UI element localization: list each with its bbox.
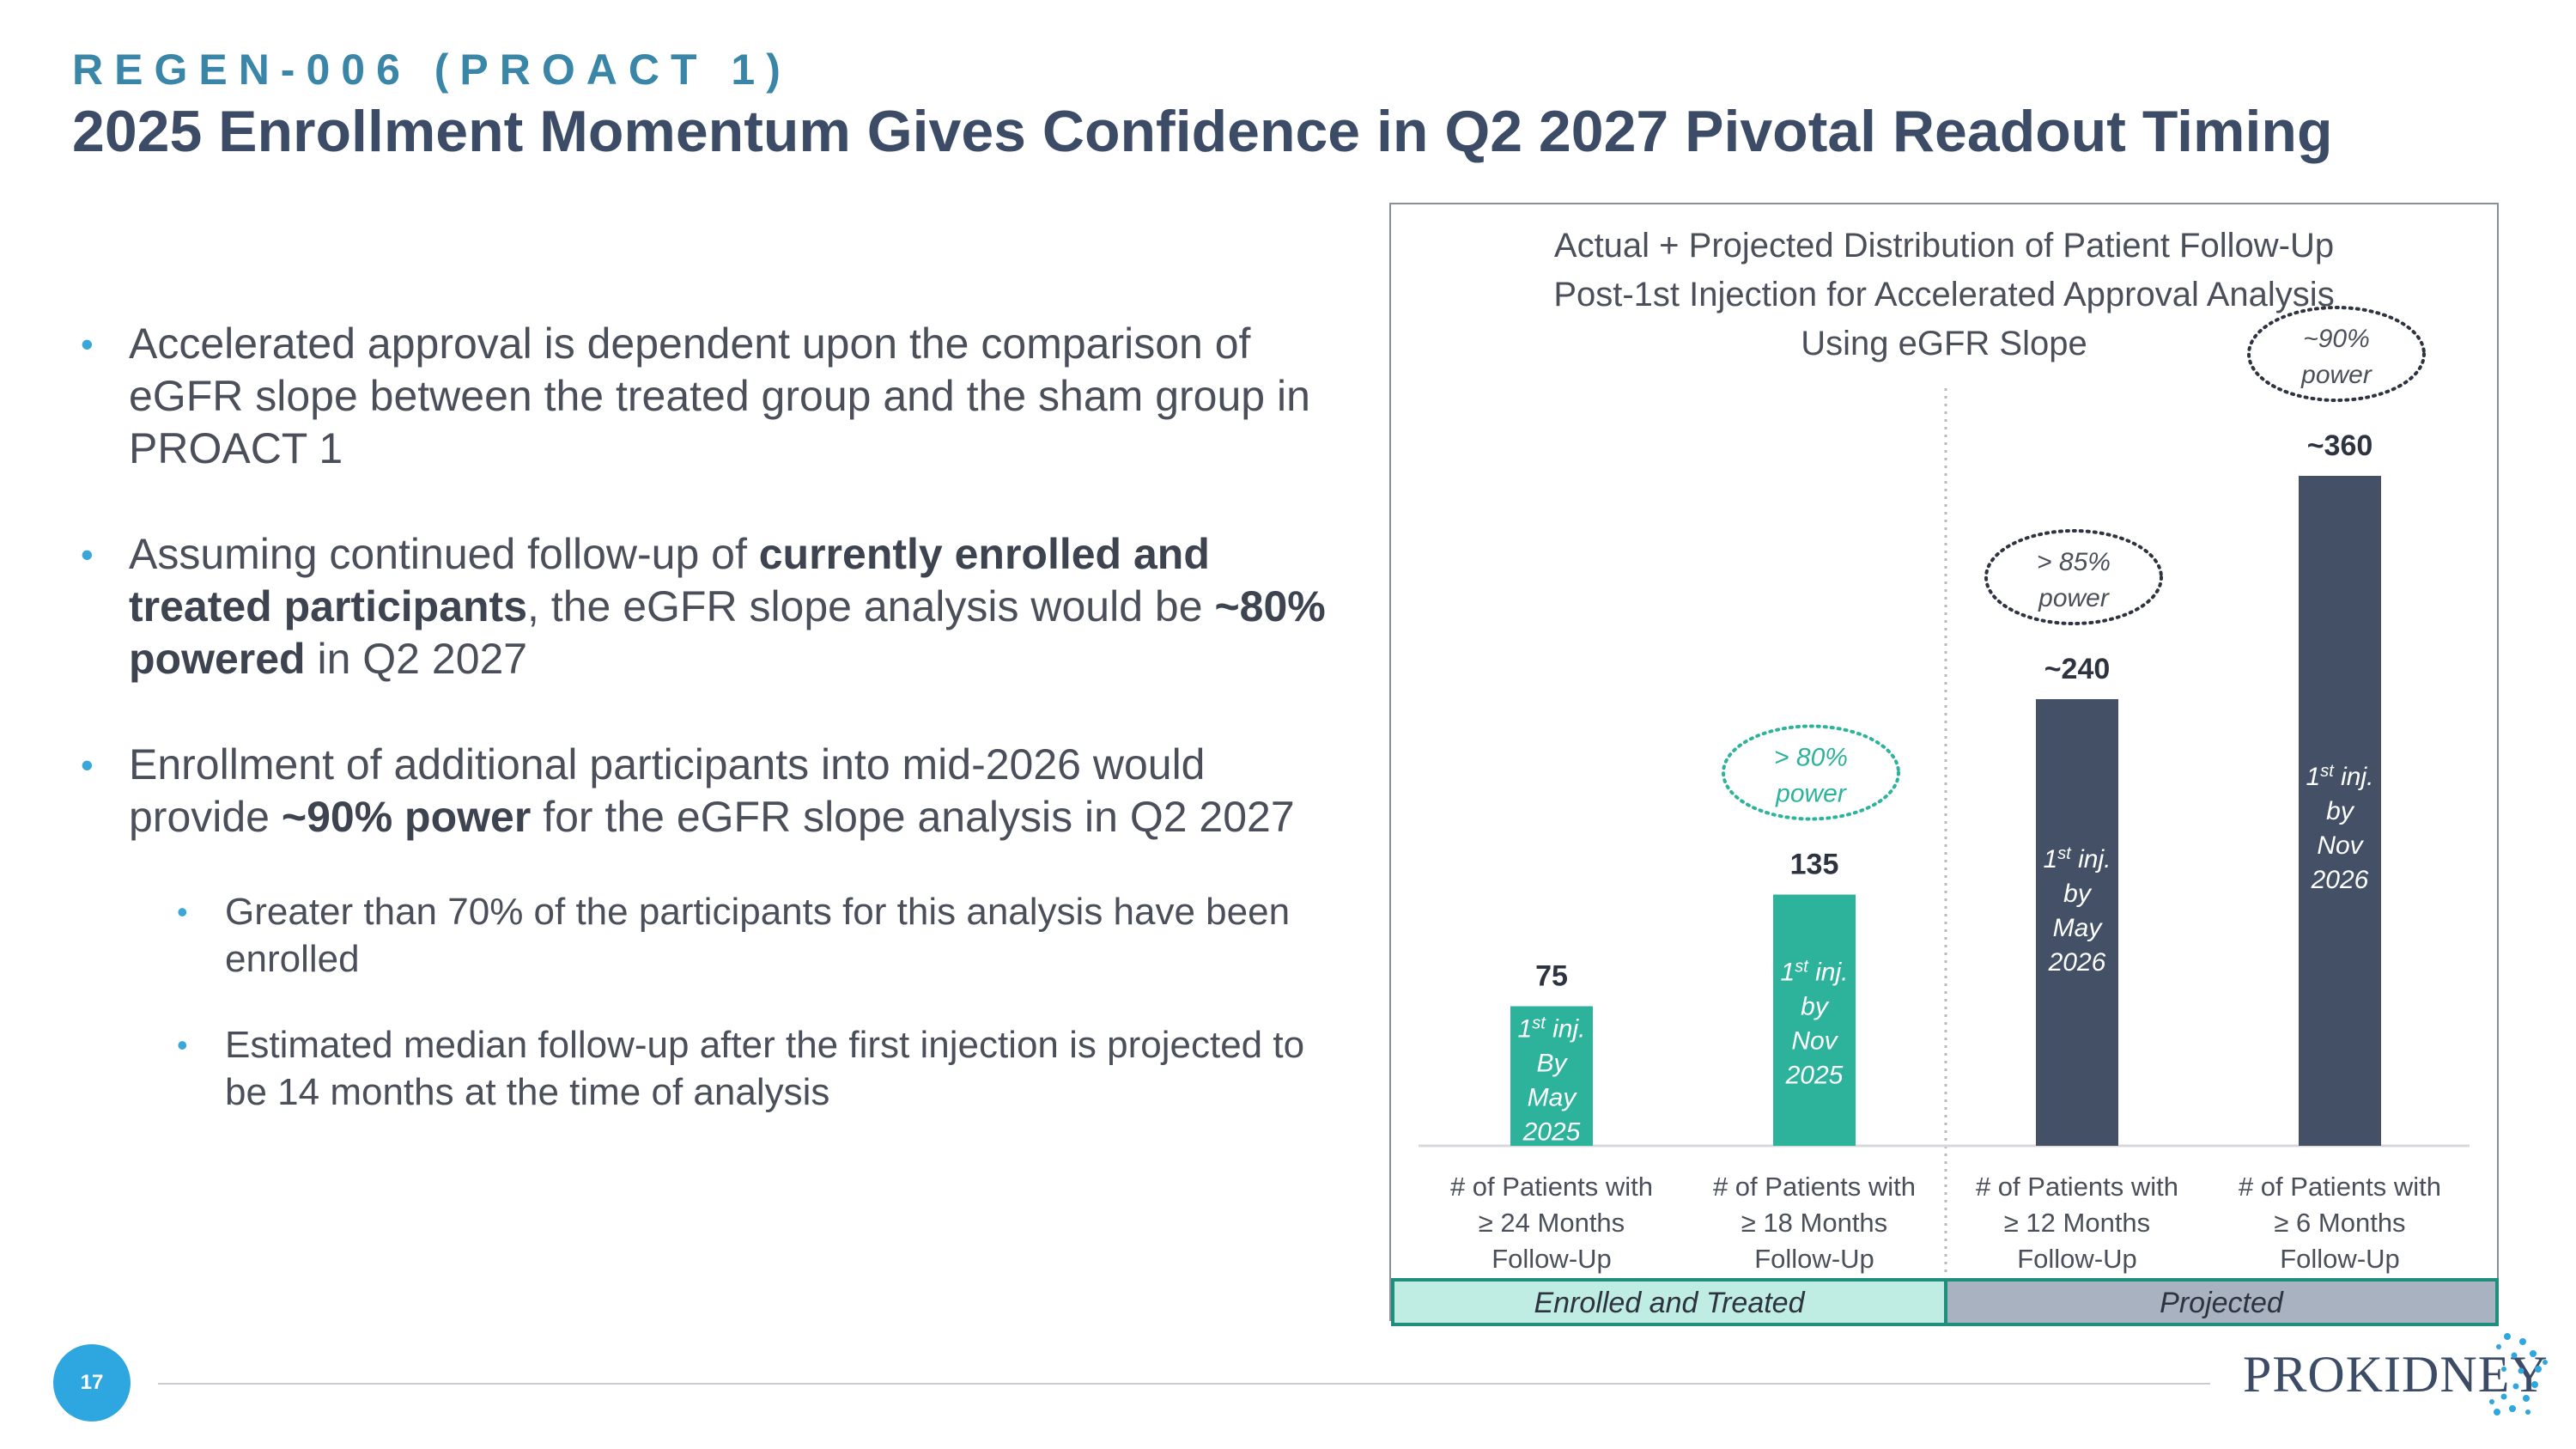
value-label: 75 <box>1535 960 1568 993</box>
bullet-item: • Accelerated approval is dependent upon… <box>81 320 1310 472</box>
category-tick-label: ≥ 24 Months <box>1479 1208 1625 1238</box>
bar-annotation-label: 2025 <box>1785 1062 1844 1090</box>
bar-annotation-label: 2026 <box>2311 866 2369 894</box>
category-tick-label: # of Patients with <box>1450 1172 1653 1202</box>
category-tick-label: # of Patients with <box>1713 1172 1916 1202</box>
category-tick-label: Follow-Up <box>2280 1244 2400 1274</box>
bullet-dot-icon: • <box>81 745 94 785</box>
category-tick-label: # of Patients with <box>2239 1172 2441 1202</box>
power-label: > 80% <box>1774 744 1848 772</box>
category-tick-label: Follow-Up <box>1754 1244 1874 1274</box>
category-tick-label: # of Patients with <box>1976 1172 2178 1202</box>
bullet-dot-icon: • <box>81 534 94 575</box>
category-tick-label: Follow-Up <box>2017 1244 2137 1274</box>
bar-annotation-label: by <box>1801 993 1830 1021</box>
power-ellipse <box>1984 529 2163 625</box>
bullet-list: • Accelerated approval is dependent upon… <box>81 318 1352 1154</box>
bar-3 <box>2299 476 2381 1146</box>
sub-bullet-item: • Estimated median follow-up after the f… <box>81 1021 1352 1116</box>
bar-annotation-label: 2025 <box>1522 1118 1581 1147</box>
bar-annotation-label: Nov <box>1791 1027 1838 1056</box>
chart-title: Actual + Projected Distribution of Patie… <box>1553 227 2335 362</box>
page-title: 2025 Enrollment Momentum Gives Confidenc… <box>72 99 2333 164</box>
value-label: ~360 <box>2307 429 2373 462</box>
category-tick-label: Follow-Up <box>1492 1244 1612 1274</box>
bar-annotation-label: By <box>1536 1050 1568 1078</box>
bar-annotation-label: by <box>2063 880 2093 908</box>
category-tick-label: ≥ 12 Months <box>2004 1208 2150 1238</box>
category-tick-label: ≥ 18 Months <box>1741 1208 1887 1238</box>
power-label: > 85% <box>2037 548 2111 576</box>
power-label: power <box>2300 361 2372 389</box>
bar-annotation-label: 1st inj. <box>2306 762 2374 791</box>
value-label: ~240 <box>2044 653 2111 685</box>
power-ellipse <box>2247 306 2426 402</box>
bar-annotation-label: Nov <box>2317 831 2364 860</box>
power-label: power <box>2038 584 2110 612</box>
sub-bullet-item: • Greater than 70% of the participants f… <box>81 888 1352 983</box>
category-tick-label: ≥ 6 Months <box>2274 1208 2405 1238</box>
bar-annotation-label: May <box>1528 1084 1578 1112</box>
group-label: Projected <box>2160 1287 2284 1319</box>
bar-annotation-label: 1st inj. <box>2044 844 2111 874</box>
bar-annotation-label: 1st inj. <box>1518 1014 1586 1044</box>
power-label: ~90% <box>2303 325 2370 353</box>
bullet-item: • Assuming continued follow-up of curren… <box>81 530 1326 683</box>
power-label: power <box>1775 780 1847 808</box>
value-label: 135 <box>1790 849 1839 881</box>
bar-2 <box>2036 699 2118 1146</box>
group-band <box>1391 1278 1947 1326</box>
group-band <box>1944 1278 2499 1326</box>
bar-annotation-label: by <box>2326 797 2355 825</box>
bullet-item: • Enrollment of additional participants … <box>81 740 1295 841</box>
page-number-badge: 17 <box>53 1344 131 1422</box>
group-label: Enrolled and Treated <box>1534 1287 1805 1319</box>
bullet-dot-icon: • <box>177 1027 188 1062</box>
logo-dots-icon <box>2489 1333 2548 1416</box>
bar-annotation-label: 2026 <box>2048 948 2106 977</box>
bullet-dot-icon: • <box>177 894 188 929</box>
bar-annotation-label: May <box>2053 914 2104 942</box>
company-logo: PROKIDNEY <box>2243 1346 2549 1403</box>
section-eyebrow: REGEN-006 (PROACT 1) <box>72 46 792 94</box>
bar-1 <box>1773 894 1856 1146</box>
footer-divider <box>158 1383 2210 1385</box>
bar-annotation-label: 1st inj. <box>1781 958 1849 987</box>
power-ellipse <box>1722 724 1900 821</box>
bullet-dot-icon: • <box>81 324 94 364</box>
bar-0 <box>1510 1006 1593 1146</box>
